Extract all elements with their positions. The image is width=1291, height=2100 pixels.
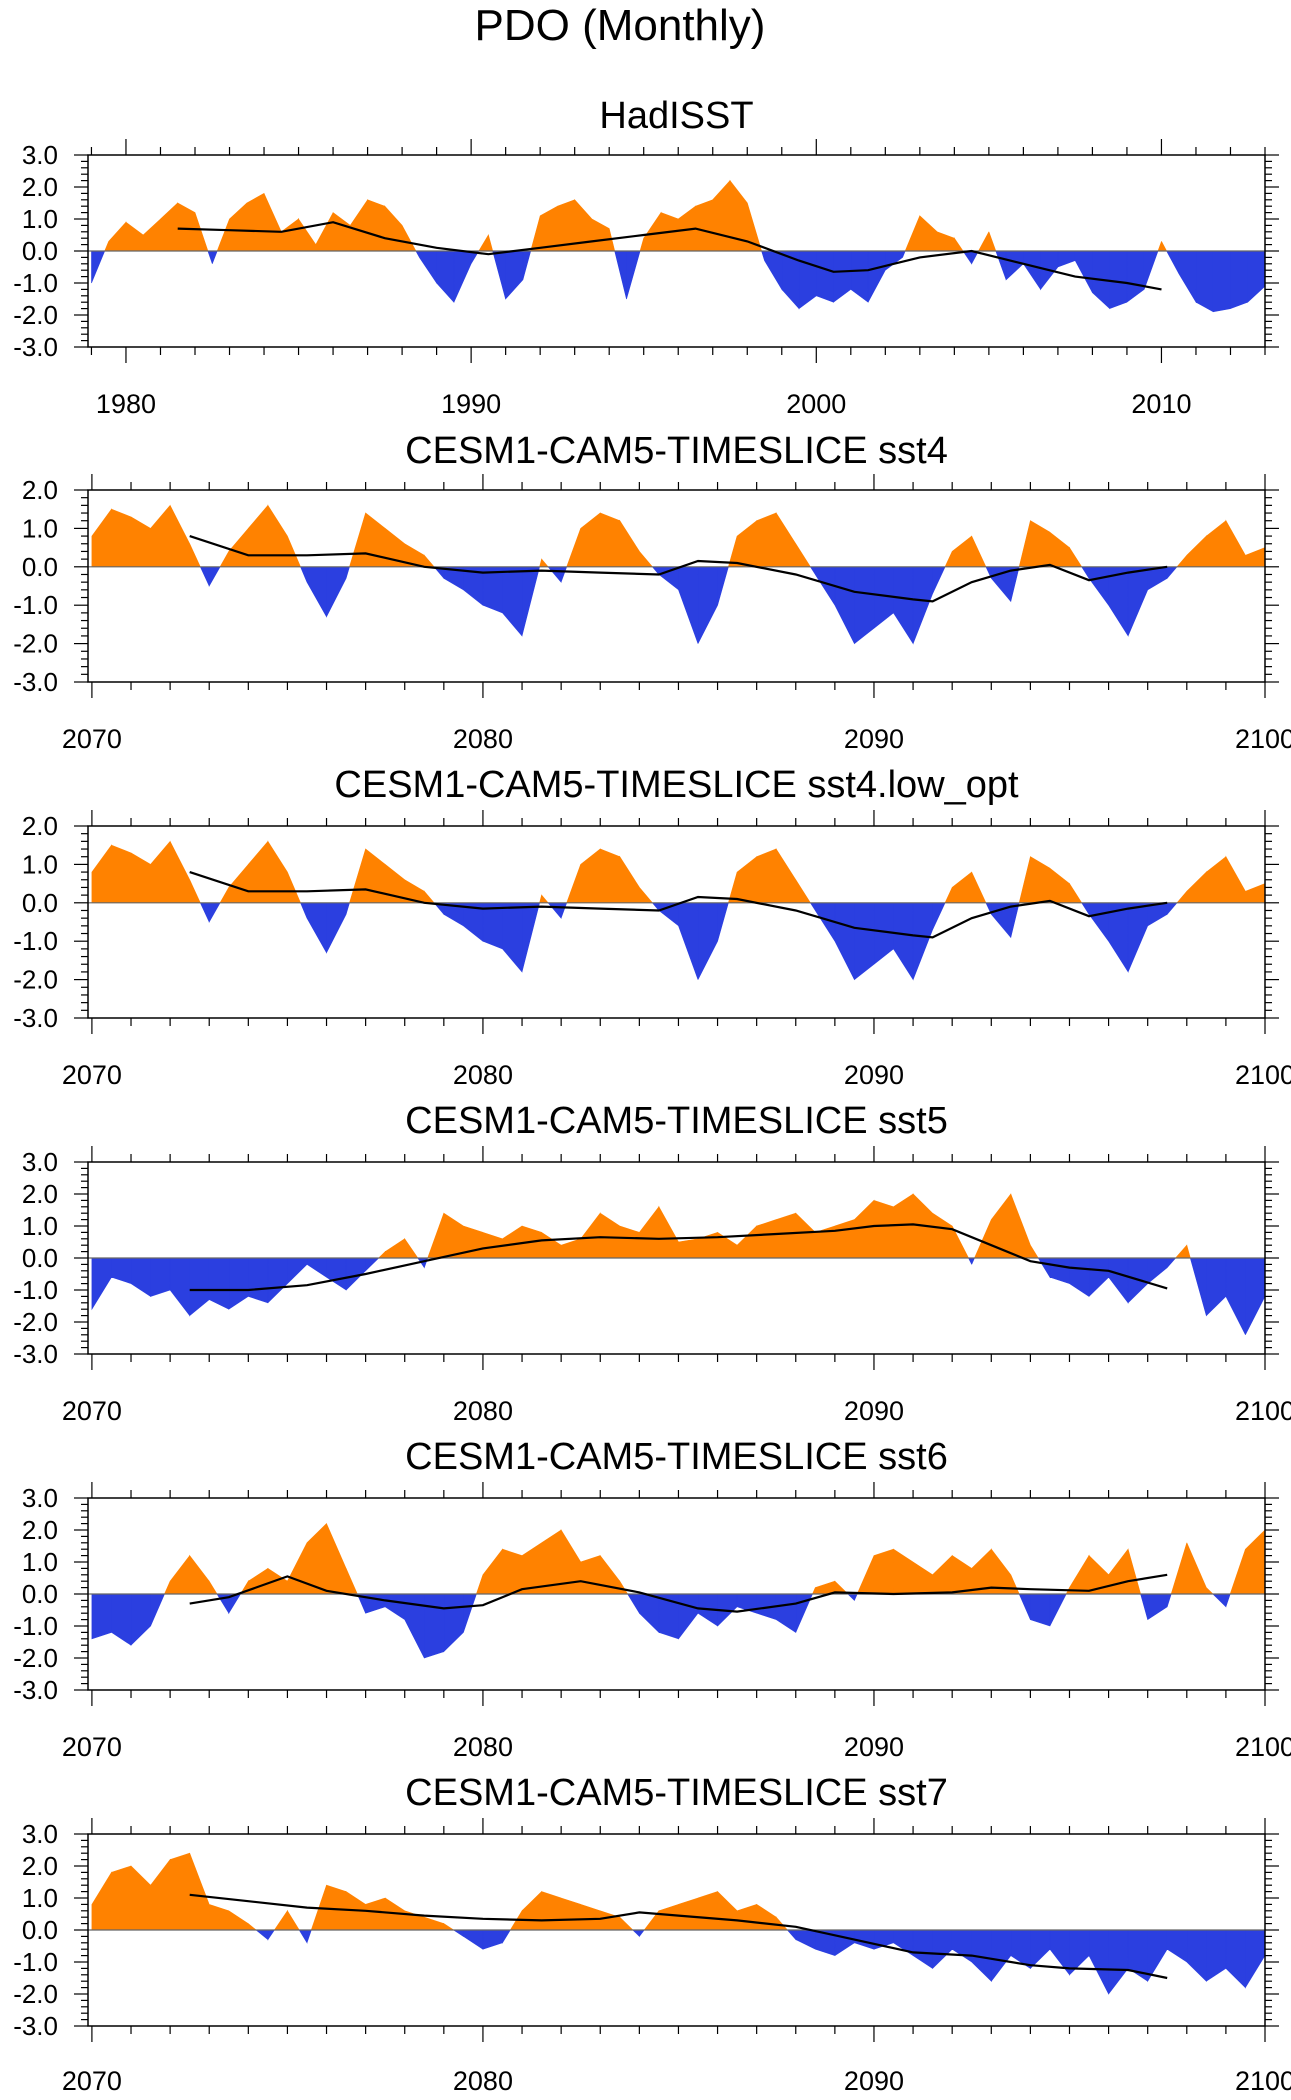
y-tick-label: 0.0 [22, 236, 58, 266]
y-tick-label: 0.0 [22, 1579, 58, 1609]
page-title: PDO (Monthly) [475, 1, 766, 50]
y-tick-label: 1.0 [22, 1211, 58, 1241]
y-tick-label: -1.0 [13, 590, 58, 620]
y-tick-label: 1.0 [22, 1883, 58, 1913]
panel-title: CESM1-CAM5-TIMESLICE sst7 [405, 1772, 948, 1814]
x-tick-label: 2070 [62, 2066, 122, 2096]
y-tick-label: -1.0 [13, 1947, 58, 1977]
x-tick-label: 2000 [786, 389, 846, 419]
y-tick-label: 3.0 [22, 1147, 58, 1177]
negative-area [91, 1593, 1231, 1659]
x-tick-label: 2070 [62, 1732, 122, 1762]
y-tick-label: 2.0 [22, 475, 58, 505]
y-tick-label: -1.0 [13, 926, 58, 956]
panel-title: CESM1-CAM5-TIMESLICE sst6 [405, 1436, 948, 1478]
y-tick-label: 2.0 [22, 1179, 58, 1209]
x-tick-label: 2100 [1235, 2066, 1291, 2096]
negative-area [199, 902, 1178, 981]
x-tick-label: 2070 [62, 1060, 122, 1090]
panel-title: CESM1-CAM5-TIMESLICE sst5 [405, 1100, 948, 1142]
positive-area [377, 1193, 1191, 1259]
x-tick-label: 2100 [1235, 1732, 1291, 1762]
negative-area [199, 566, 1178, 645]
negative-area [255, 1929, 1266, 1995]
panel-title: CESM1-CAM5-TIMESLICE sst4 [405, 430, 948, 472]
y-tick-label: -3.0 [13, 1675, 58, 1705]
y-tick-label: 0.0 [22, 552, 58, 582]
positive-area [91, 1852, 789, 1931]
x-tick-label: 2100 [1235, 724, 1291, 754]
negative-area [91, 250, 1266, 313]
y-tick-label: -1.0 [13, 268, 58, 298]
y-tick-label: -2.0 [13, 300, 58, 330]
smoothed-line [189, 1893, 1168, 1980]
smoothed-line [189, 1573, 1168, 1613]
x-tick-label: 2010 [1131, 389, 1191, 419]
y-tick-label: 1.0 [22, 204, 58, 234]
x-tick-label: 2080 [453, 724, 513, 754]
y-tick-label: 1.0 [22, 513, 58, 543]
y-tick-label: -2.0 [13, 629, 58, 659]
y-tick-label: 3.0 [22, 140, 58, 170]
panel-title: CESM1-CAM5-TIMESLICE sst4.low_opt [334, 764, 1019, 806]
x-tick-label: 2070 [62, 724, 122, 754]
y-tick-label: -2.0 [13, 965, 58, 995]
x-tick-label: 1980 [96, 389, 156, 419]
plot-frame [87, 825, 1266, 1019]
y-tick-label: -1.0 [13, 1611, 58, 1641]
x-tick-label: 2090 [844, 724, 904, 754]
panel-1: HadISST -3.0-2.0-1.00.01.02.03.0 1980 1990 2… [13, 95, 1279, 419]
y-tick-label: 2.0 [22, 811, 58, 841]
x-tick-label: 2100 [1235, 1060, 1291, 1090]
y-tick-label: 0.0 [22, 888, 58, 918]
y-tick-label: 2.0 [22, 1851, 58, 1881]
plot-frame [87, 489, 1266, 683]
smoothed-line [189, 535, 1168, 603]
x-tick-label: 1990 [441, 389, 501, 419]
y-tick-label: -2.0 [13, 1979, 58, 2009]
x-tick-label: 2080 [453, 1732, 513, 1762]
positive-area [91, 504, 1266, 568]
y-tick-label: -3.0 [13, 667, 58, 697]
y-tick-label: 0.0 [22, 1915, 58, 1945]
y-tick-label: 2.0 [22, 1515, 58, 1545]
positive-area [91, 840, 1266, 904]
y-tick-label: -3.0 [13, 2011, 58, 2041]
panel-5: CESM1-CAM5-TIMESLICE sst6 -3.0-2.0-1.00.0… [13, 1436, 1291, 1762]
y-tick-label: 1.0 [22, 849, 58, 879]
y-tick-label: -3.0 [13, 332, 58, 362]
y-tick-label: -3.0 [13, 1003, 58, 1033]
panel-2: CESM1-CAM5-TIMESLICE sst4 -3.0 -2.0 -1.0 0.0… [13, 430, 1291, 754]
y-tick-label: 2.0 [22, 172, 58, 202]
positive-area [104, 179, 1168, 252]
y-tick-label: -1.0 [13, 1275, 58, 1305]
panel-6: CESM1-CAM5-TIMESLICE sst7 -3.0-2.0-1.00.0… [13, 1772, 1291, 2096]
x-tick-label: 2100 [1235, 1396, 1291, 1426]
y-tick-label: -2.0 [13, 1307, 58, 1337]
x-tick-label: 2080 [453, 2066, 513, 2096]
x-tick-label: 2080 [453, 1060, 513, 1090]
panel-title: HadISST [599, 95, 753, 137]
y-tick-label: -2.0 [13, 1643, 58, 1673]
x-tick-label: 2090 [844, 2066, 904, 2096]
x-tick-label: 2090 [844, 1732, 904, 1762]
panel-3: CESM1-CAM5-TIMESLICE sst4.low_opt -3.0 -2.… [13, 764, 1291, 1090]
x-tick-label: 2080 [453, 1396, 513, 1426]
smoothed-line [189, 1223, 1168, 1292]
x-tick-label: 2090 [844, 1060, 904, 1090]
smoothed-line [189, 871, 1168, 939]
y-tick-label: 3.0 [22, 1483, 58, 1513]
panel-4: CESM1-CAM5-TIMESLICE sst5 -3.0-2.0-1.00.0… [13, 1100, 1291, 1426]
y-tick-label: -3.0 [13, 1339, 58, 1369]
x-tick-label: 2090 [844, 1396, 904, 1426]
smoothed-line [177, 221, 1162, 291]
y-tick-label: 3.0 [22, 1819, 58, 1849]
positive-area [164, 1522, 1266, 1595]
x-tick-label: 2070 [62, 1396, 122, 1426]
y-tick-label: 1.0 [22, 1547, 58, 1577]
y-tick-label: 0.0 [22, 1243, 58, 1273]
